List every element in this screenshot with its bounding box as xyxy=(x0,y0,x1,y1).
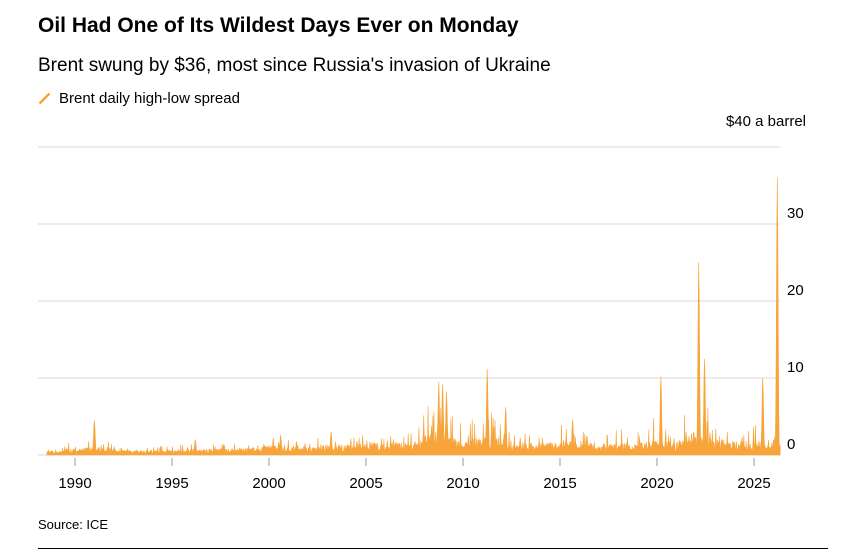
x-tick-label: 2000 xyxy=(252,475,285,492)
legend-label: Brent daily high-low spread xyxy=(59,90,240,107)
y-tick-label: 10 xyxy=(787,359,804,376)
x-tick-label: 2010 xyxy=(446,475,479,492)
x-tick-label: 1995 xyxy=(155,475,188,492)
x-tick-label: 2020 xyxy=(640,475,673,492)
x-tick-label: 2025 xyxy=(737,475,770,492)
y-axis-unit-label: $40 a barrel xyxy=(725,113,806,130)
y-tick-label: 30 xyxy=(787,205,804,222)
brent-spread-area xyxy=(46,177,781,456)
legend-series-slash-icon xyxy=(38,92,51,105)
x-tick-label: 1990 xyxy=(58,475,91,492)
x-tick-label: 2005 xyxy=(349,475,382,492)
y-tick-label: 20 xyxy=(787,282,804,299)
bottom-divider xyxy=(38,548,828,549)
chart-title: Oil Had One of Its Wildest Days Ever on … xyxy=(38,14,519,37)
x-tick-label: 2015 xyxy=(543,475,576,492)
legend: Brent daily high-low spread xyxy=(38,90,240,107)
chart-subtitle: Brent swung by $36, most since Russia's … xyxy=(38,55,551,76)
y-tick-label: 0 xyxy=(787,436,795,453)
source-label: Source: ICE xyxy=(38,517,109,532)
